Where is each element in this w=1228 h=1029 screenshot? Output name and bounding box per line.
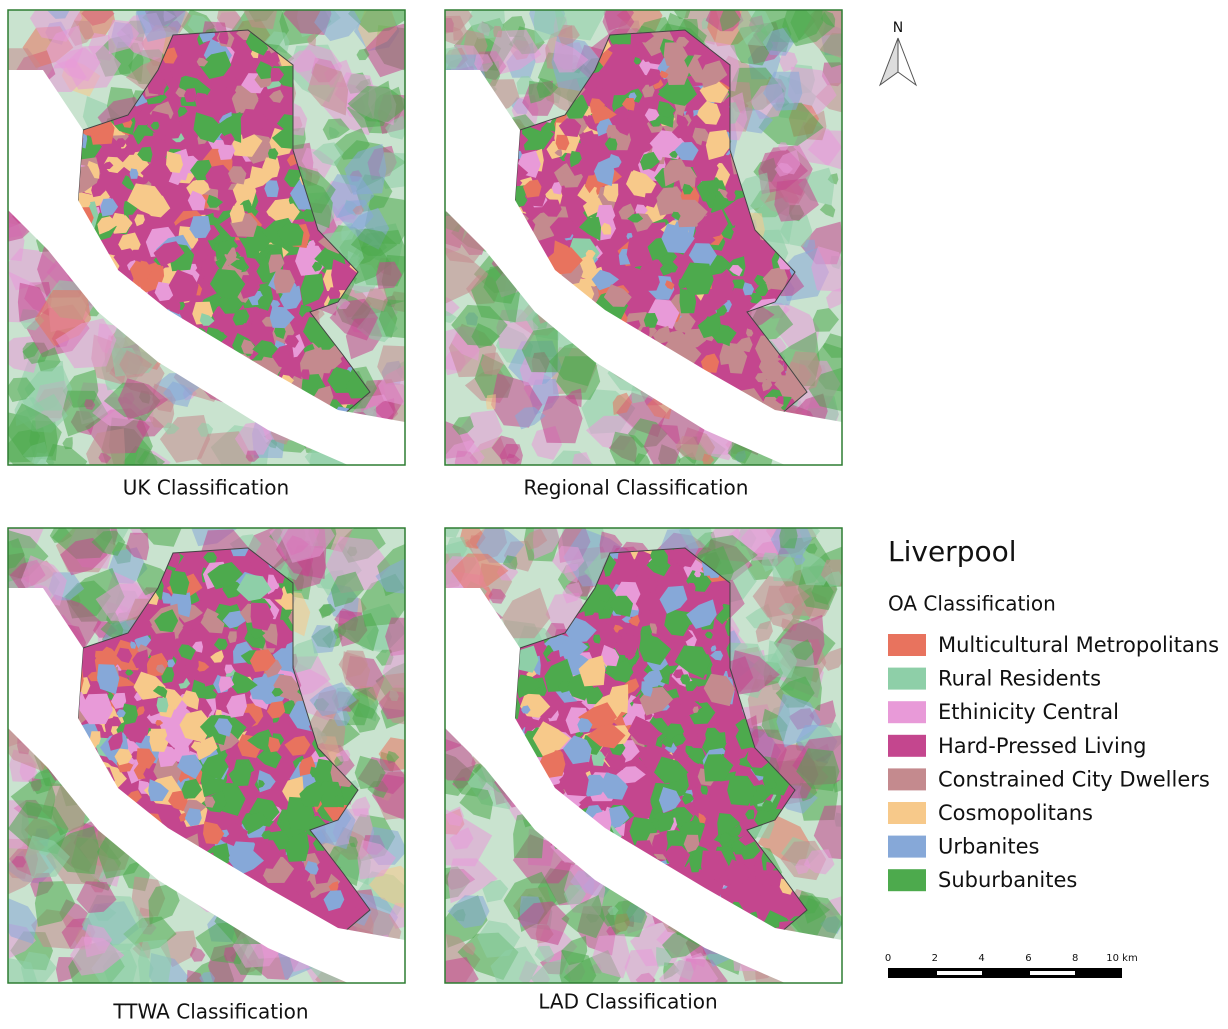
scale-label: 2 [932, 953, 938, 964]
panel-caption: UK Classification [123, 476, 289, 500]
figure: UK Classification Regional Classificatio… [0, 0, 1228, 1025]
legend-label: Cosmopolitans [938, 801, 1093, 825]
legend-swatch [888, 668, 926, 690]
scale-label: 6 [1025, 953, 1031, 964]
legend-label: Ethinicity Central [938, 700, 1119, 724]
legend-label: Constrained City Dwellers [938, 767, 1210, 791]
legend-label: Rural Residents [938, 667, 1101, 691]
scale-label: 0 [885, 953, 891, 964]
legend-swatch [888, 836, 926, 858]
scale-label: 4 [978, 953, 984, 964]
legend-label: Multicultural Metropolitans [938, 633, 1219, 657]
scale-bar: 0 2 4 6 8 10 km [885, 953, 1138, 978]
scale-label: 8 [1072, 953, 1078, 964]
legend-label: Hard-Pressed Living [938, 734, 1146, 758]
legend-swatch [888, 701, 926, 723]
legend-swatch [888, 869, 926, 891]
north-arrow: N [880, 20, 916, 85]
legend-swatch [888, 768, 926, 790]
legend: Multicultural Metropolitans Rural Residen… [888, 633, 1219, 892]
legend-title: Liverpool [888, 535, 1017, 568]
legend-swatch [888, 735, 926, 757]
north-label: N [893, 20, 903, 36]
map-panel [0, 504, 432, 1002]
map-area [377, 345, 417, 383]
map-panel [0, 0, 428, 486]
map-panels [0, 0, 873, 1002]
map-area [138, 939, 172, 985]
map-area [779, 523, 798, 549]
scale-label: 10 km [1106, 953, 1137, 964]
panel-caption: TTWA Classification [112, 1000, 308, 1024]
legend-label: Urbanites [938, 835, 1039, 859]
map-panel [419, 508, 873, 1001]
map-area [157, 698, 169, 713]
legend-swatch [888, 802, 926, 824]
map-area [486, 394, 496, 409]
legend-label: Suburbanites [938, 868, 1077, 892]
map-area [493, 26, 502, 38]
map-panel [421, 0, 867, 485]
legend-swatch [888, 634, 926, 656]
panel-caption: LAD Classification [538, 990, 717, 1014]
panel-caption: Regional Classification [524, 476, 749, 500]
legend-subtitle: OA Classification [888, 592, 1056, 616]
